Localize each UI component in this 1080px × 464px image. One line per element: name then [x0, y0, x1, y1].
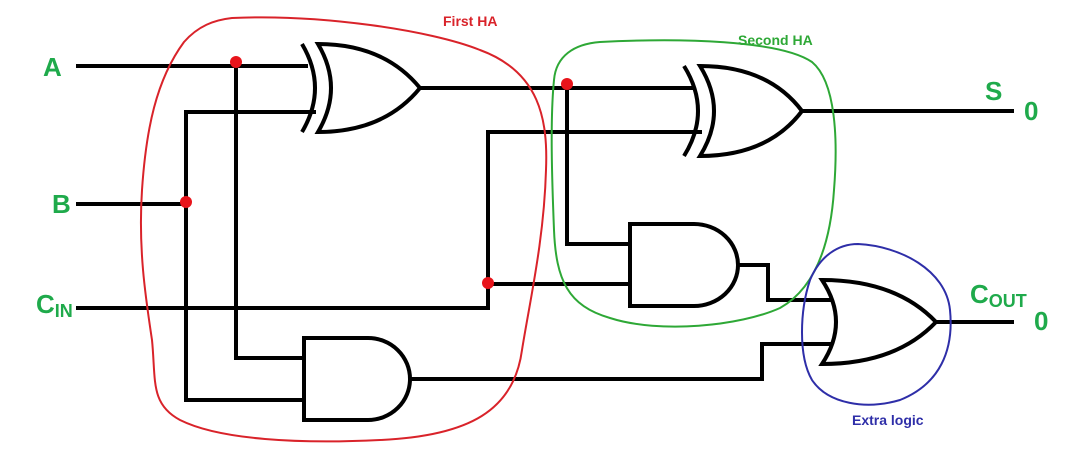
- second-ha-outline: [550, 39, 837, 328]
- or-gate-body: [818, 277, 939, 367]
- and-gate-1-body: [302, 336, 412, 422]
- wire-and2-to-or: [736, 263, 832, 302]
- junction-a: [230, 56, 242, 68]
- wire-xor1-to-and2: [565, 82, 632, 246]
- xor-gate-2: [682, 63, 805, 159]
- output-cout-main: C: [970, 279, 989, 309]
- xor-gate-2-back-curve: [682, 64, 700, 158]
- output-cout-value: 0: [1034, 306, 1048, 336]
- and-gate-2-body: [628, 222, 740, 308]
- junction-cin: [482, 277, 494, 289]
- input-b-label: B: [52, 189, 71, 219]
- and-gate-1: [302, 336, 412, 422]
- input-cin-label: CIN: [36, 289, 73, 321]
- extra-logic-title: Extra logic: [852, 412, 924, 428]
- wire-cin: [76, 282, 632, 310]
- input-cin-subscript: IN: [55, 301, 73, 321]
- second-ha-title: Second HA: [738, 32, 813, 48]
- junction-xor1-out: [561, 78, 573, 90]
- wire-a-to-and1: [234, 60, 308, 360]
- xor-gate-2-body: [696, 63, 805, 159]
- xor-gate-1: [300, 41, 423, 135]
- xor-gate-1-back-curve: [300, 42, 317, 134]
- output-s-value: 0: [1024, 96, 1038, 126]
- and-gate-2: [628, 222, 740, 308]
- wire-cin-to-xor2: [486, 130, 702, 286]
- xor-gate-1-body: [314, 41, 423, 135]
- input-cin-main: C: [36, 289, 55, 319]
- input-a-label: A: [43, 52, 62, 82]
- output-s-label: S: [985, 76, 1002, 106]
- first-ha-title: First HA: [443, 13, 497, 29]
- first-ha-outline: [139, 16, 548, 443]
- extra-logic-outline: [801, 242, 952, 406]
- output-cout-subscript: OUT: [989, 291, 1027, 311]
- wire-and1-to-or: [408, 342, 832, 381]
- or-gate: [818, 277, 939, 367]
- output-cout-label: COUT: [970, 279, 1027, 311]
- junction-b: [180, 196, 192, 208]
- junctions: [180, 56, 573, 289]
